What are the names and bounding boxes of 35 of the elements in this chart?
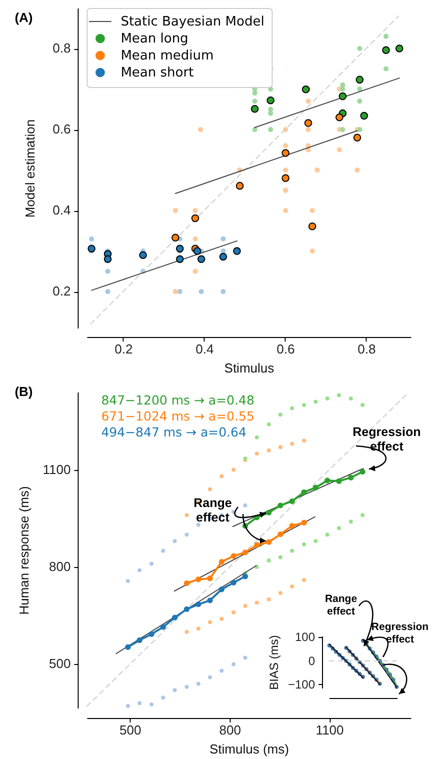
y-axis-title: BIAS (ms) <box>267 635 281 690</box>
legend-label: Mean long <box>120 32 188 46</box>
text: 494−847 ms → a=0.64 <box>101 424 246 440</box>
annotation: Range effect <box>194 496 232 524</box>
y-tick-label: 0 <box>308 654 316 668</box>
x-tick-label: 0.6 <box>276 342 295 356</box>
y-tick-label: 0.2 <box>52 284 71 299</box>
y-axis-title: Model estimation <box>22 119 38 218</box>
x-tick-label: 0.8 <box>358 342 376 356</box>
y-axis-title: Human response (ms) <box>16 486 32 615</box>
chart-title: (A) <box>14 10 33 25</box>
y-tick-label: 0.6 <box>52 122 71 137</box>
annotation: Regression effect <box>371 621 429 646</box>
text: 847−1200 ms → a=0.48 <box>101 392 254 408</box>
y-tick-label: 1100 <box>42 462 71 477</box>
legend-label: Static Bayesian Model <box>120 14 264 30</box>
annotation: Range effect <box>324 593 358 618</box>
y-tick-label: 0.4 <box>52 202 71 218</box>
annotation: Regression effect <box>352 425 421 454</box>
text: 671−1024 ms → a=0.55 <box>101 408 254 424</box>
x-tick-label: 500 <box>120 722 142 738</box>
x-tick-label: 800 <box>219 722 241 738</box>
legend-label: Mean medium <box>120 48 214 64</box>
y-tick-label: −100 <box>288 677 316 692</box>
y-tick-label: 500 <box>48 656 71 672</box>
x-tick-label: 1100 <box>316 722 344 738</box>
x-axis-title: Stimulus <box>224 360 275 376</box>
x-tick-label: 0.2 <box>114 342 133 356</box>
chart-title: (B) <box>14 384 33 399</box>
x-tick-label: 0.4 <box>196 342 214 356</box>
y-tick-label: 800 <box>48 559 71 574</box>
legend-label: Mean short <box>120 66 194 80</box>
x-axis-title: Stimulus (ms) <box>209 742 289 756</box>
y-tick-label: 0.8 <box>52 40 71 56</box>
y-tick-label: 100 <box>294 630 316 644</box>
